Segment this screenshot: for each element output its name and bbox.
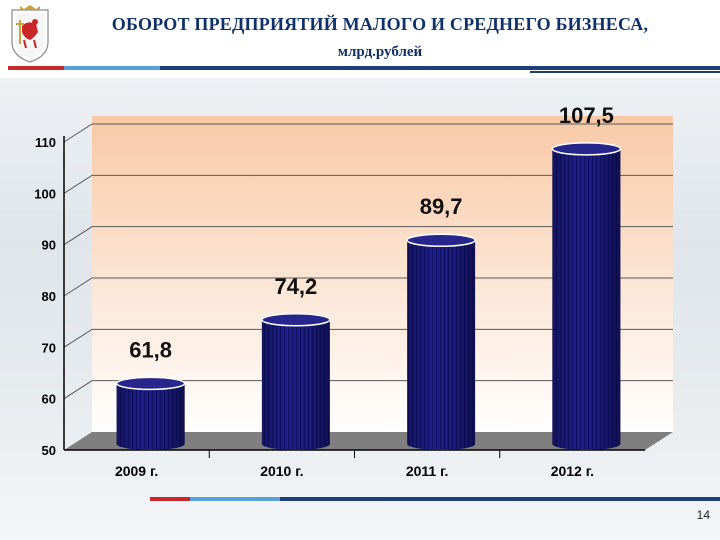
y-tick-label: 100 <box>34 186 56 201</box>
page-title: ОБОРОТ ПРЕДПРИЯТИЙ МАЛОГО И СРЕДНЕГО БИЗ… <box>111 14 649 34</box>
gridline <box>63 123 673 143</box>
bar-texture <box>116 383 185 450</box>
bar-top <box>115 376 186 391</box>
gridline <box>63 226 673 246</box>
decorative-stripes-bottom <box>150 497 720 501</box>
bar-chart: 50 60 70 80 90 100 110 61,8 2009 г. 74,2 2010 г. 89… <box>34 103 673 479</box>
decorative-stripes-top <box>8 66 720 73</box>
y-tick-label: 70 <box>42 340 56 355</box>
bar-top <box>261 313 331 327</box>
gridline <box>63 380 673 400</box>
gridline <box>63 174 673 194</box>
bar-top <box>551 142 622 156</box>
bar-value-label: 89,7 <box>420 194 463 219</box>
bar-texture <box>407 240 476 450</box>
x-tick-label: 2010 г. <box>260 463 303 479</box>
y-tick-label: 50 <box>42 443 56 458</box>
bar-texture <box>552 148 621 450</box>
bar-value-label: 61,8 <box>129 337 172 362</box>
x-tick-label: 2011 г. <box>406 463 449 479</box>
y-tick-label: 110 <box>35 135 56 150</box>
chart-back-wall <box>92 116 673 432</box>
bar-value-label: 107,5 <box>559 103 614 128</box>
header: ОБОРОТ ПРЕДПРИЯТИЙ МАЛОГО И СРЕДНЕГО БИЗ… <box>0 0 720 78</box>
bar-value-label: 74,2 <box>274 274 317 299</box>
page-subtitle: млрд.рублей <box>337 44 423 60</box>
page-number: 14 <box>696 508 710 522</box>
bar-texture <box>261 319 330 450</box>
coat-of-arms-logo <box>11 5 49 63</box>
bar-top <box>406 233 476 247</box>
y-tick-label: 90 <box>42 238 56 253</box>
y-tick-label: 60 <box>42 392 56 407</box>
x-tick-label: 2009 г. <box>115 463 158 479</box>
chart-floor <box>64 432 673 450</box>
x-tick-label: 2012 г. <box>551 463 594 479</box>
y-tick-label: 80 <box>42 289 56 304</box>
gridline <box>63 277 673 297</box>
gridline <box>63 328 673 348</box>
